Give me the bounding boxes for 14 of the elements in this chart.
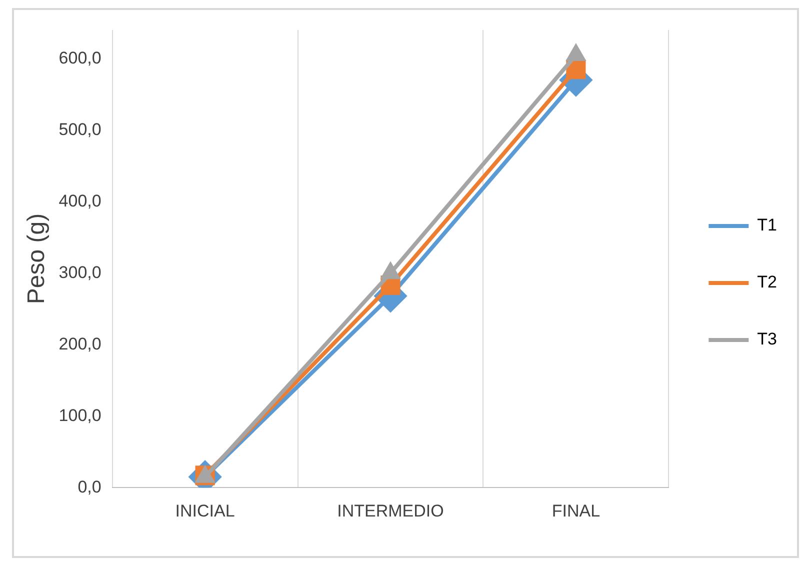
legend-label: T1 <box>757 216 778 235</box>
y-tick-label: 500,0 <box>58 120 102 139</box>
y-tick-label: 200,0 <box>58 334 102 354</box>
x-tick-label: FINAL <box>552 501 600 520</box>
x-tick-label: INICIAL <box>175 501 235 520</box>
legend-label: T2 <box>757 272 778 292</box>
y-axis-title: Peso (g) <box>23 213 50 304</box>
y-tick-label: 100,0 <box>58 406 102 425</box>
y-tick-label: 0,0 <box>78 477 102 496</box>
x-tick-label: INTERMEDIO <box>337 501 444 520</box>
y-tick-label: 300,0 <box>58 262 102 282</box>
y-tick-label: 400,0 <box>58 191 102 210</box>
legend-label: T3 <box>757 330 778 349</box>
y-tick-label: 600,0 <box>58 48 102 68</box>
